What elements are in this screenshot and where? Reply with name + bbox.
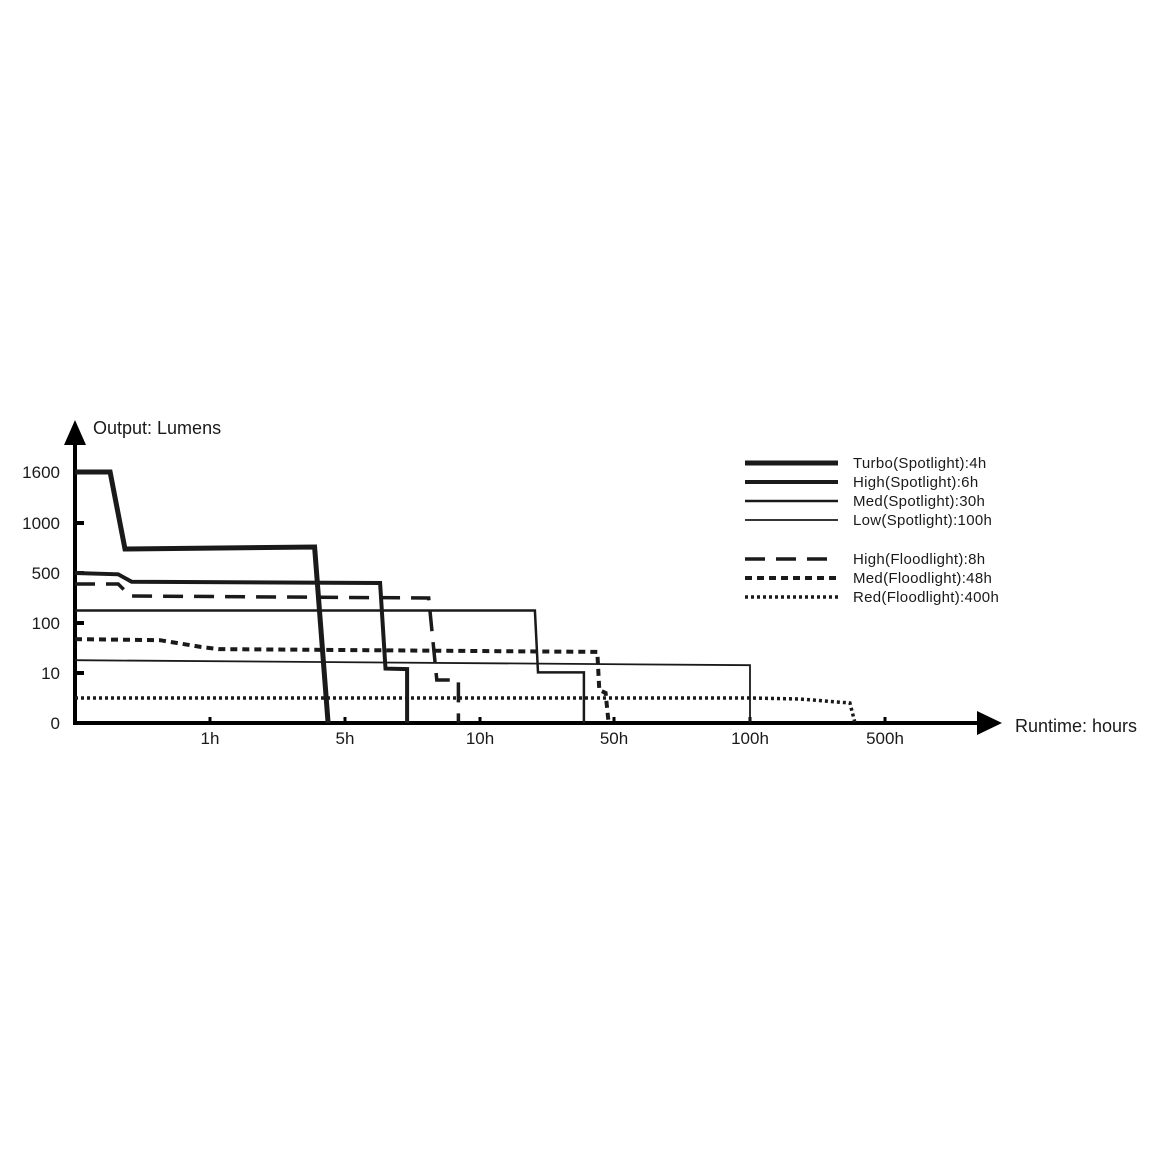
legend-label: Med(Floodlight):48h [853,570,992,587]
x-tick-label: 100h [731,729,769,748]
series-line-4 [75,582,461,723]
y-axis-label: Output: Lumens [93,418,221,438]
y-tick-label: 10 [41,664,60,683]
x-tick-label: 500h [866,729,904,748]
series-line-2 [75,609,586,723]
x-ticks: 1h 5h 10h 50h 100h 500h [201,717,904,748]
y-axis-arrow-icon [64,420,86,445]
x-tick-label: 1h [201,729,220,748]
y-tick-label: 1600 [22,463,60,482]
series-line-5 [74,637,611,724]
y-tick-label: 1000 [22,514,60,533]
legend-label: Low(Spotlight):100h [853,512,992,529]
axes: Output: Lumens Runtime: hours [64,418,1137,736]
legend-label: Med(Spotlight):30h [853,493,985,510]
y-tick-label: 100 [32,614,60,633]
x-tick-label: 10h [466,729,494,748]
x-axis-label: Runtime: hours [1015,716,1137,736]
legend-label: Red(Floodlight):400h [853,589,999,606]
series-line-1 [74,571,410,723]
legend-label: Turbo(Spotlight):4h [853,455,987,472]
legend-label: High(Spotlight):6h [853,474,978,491]
y-tick-label: 0 [51,714,60,733]
series-line-0 [75,469,331,724]
y-ticks: 0 10 100 500 1000 1600 [22,463,84,733]
x-axis-arrow-icon [977,711,1002,735]
x-tick-label: 5h [336,729,355,748]
y-tick-label: 500 [32,564,60,583]
series-lines [74,469,857,724]
series-line-6 [75,696,857,724]
legend: Turbo(Spotlight):4h High(Spotlight):6h Med… [745,455,999,606]
x-tick-label: 50h [600,729,628,748]
series-line-3 [74,659,751,723]
legend-label: High(Floodlight):8h [853,551,985,568]
